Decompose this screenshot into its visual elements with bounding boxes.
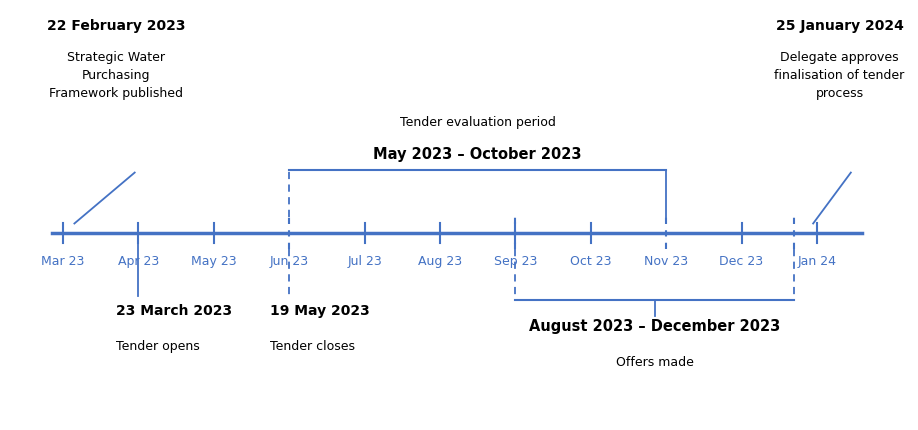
Text: Delegate approves
finalisation of tender
process: Delegate approves finalisation of tender… — [775, 51, 904, 100]
Text: Mar 23: Mar 23 — [41, 255, 84, 268]
Text: May 23: May 23 — [191, 255, 237, 268]
Text: Tender opens: Tender opens — [116, 340, 199, 353]
Text: 22 February 2023: 22 February 2023 — [47, 18, 185, 33]
Text: 19 May 2023: 19 May 2023 — [271, 304, 370, 317]
Text: Aug 23: Aug 23 — [418, 255, 462, 268]
Text: Jan 24: Jan 24 — [798, 255, 836, 268]
Text: 25 January 2024: 25 January 2024 — [776, 18, 903, 33]
Text: Strategic Water
Purchasing
Framework published: Strategic Water Purchasing Framework pub… — [49, 51, 183, 100]
Text: Nov 23: Nov 23 — [644, 255, 688, 268]
Text: Jun 23: Jun 23 — [270, 255, 308, 268]
Text: Dec 23: Dec 23 — [720, 255, 764, 268]
Text: August 2023 – December 2023: August 2023 – December 2023 — [529, 319, 780, 334]
Text: Apr 23: Apr 23 — [118, 255, 159, 268]
Text: Offers made: Offers made — [616, 356, 694, 369]
Text: Tender evaluation period: Tender evaluation period — [399, 116, 555, 129]
Text: May 2023 – October 2023: May 2023 – October 2023 — [374, 147, 582, 162]
Text: Sep 23: Sep 23 — [494, 255, 537, 268]
Text: Jul 23: Jul 23 — [347, 255, 382, 268]
Text: Oct 23: Oct 23 — [570, 255, 611, 268]
Text: Tender closes: Tender closes — [271, 340, 355, 353]
Text: 23 March 2023: 23 March 2023 — [116, 304, 232, 317]
